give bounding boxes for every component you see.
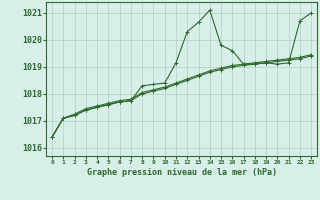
X-axis label: Graphe pression niveau de la mer (hPa): Graphe pression niveau de la mer (hPa) [87,168,276,177]
